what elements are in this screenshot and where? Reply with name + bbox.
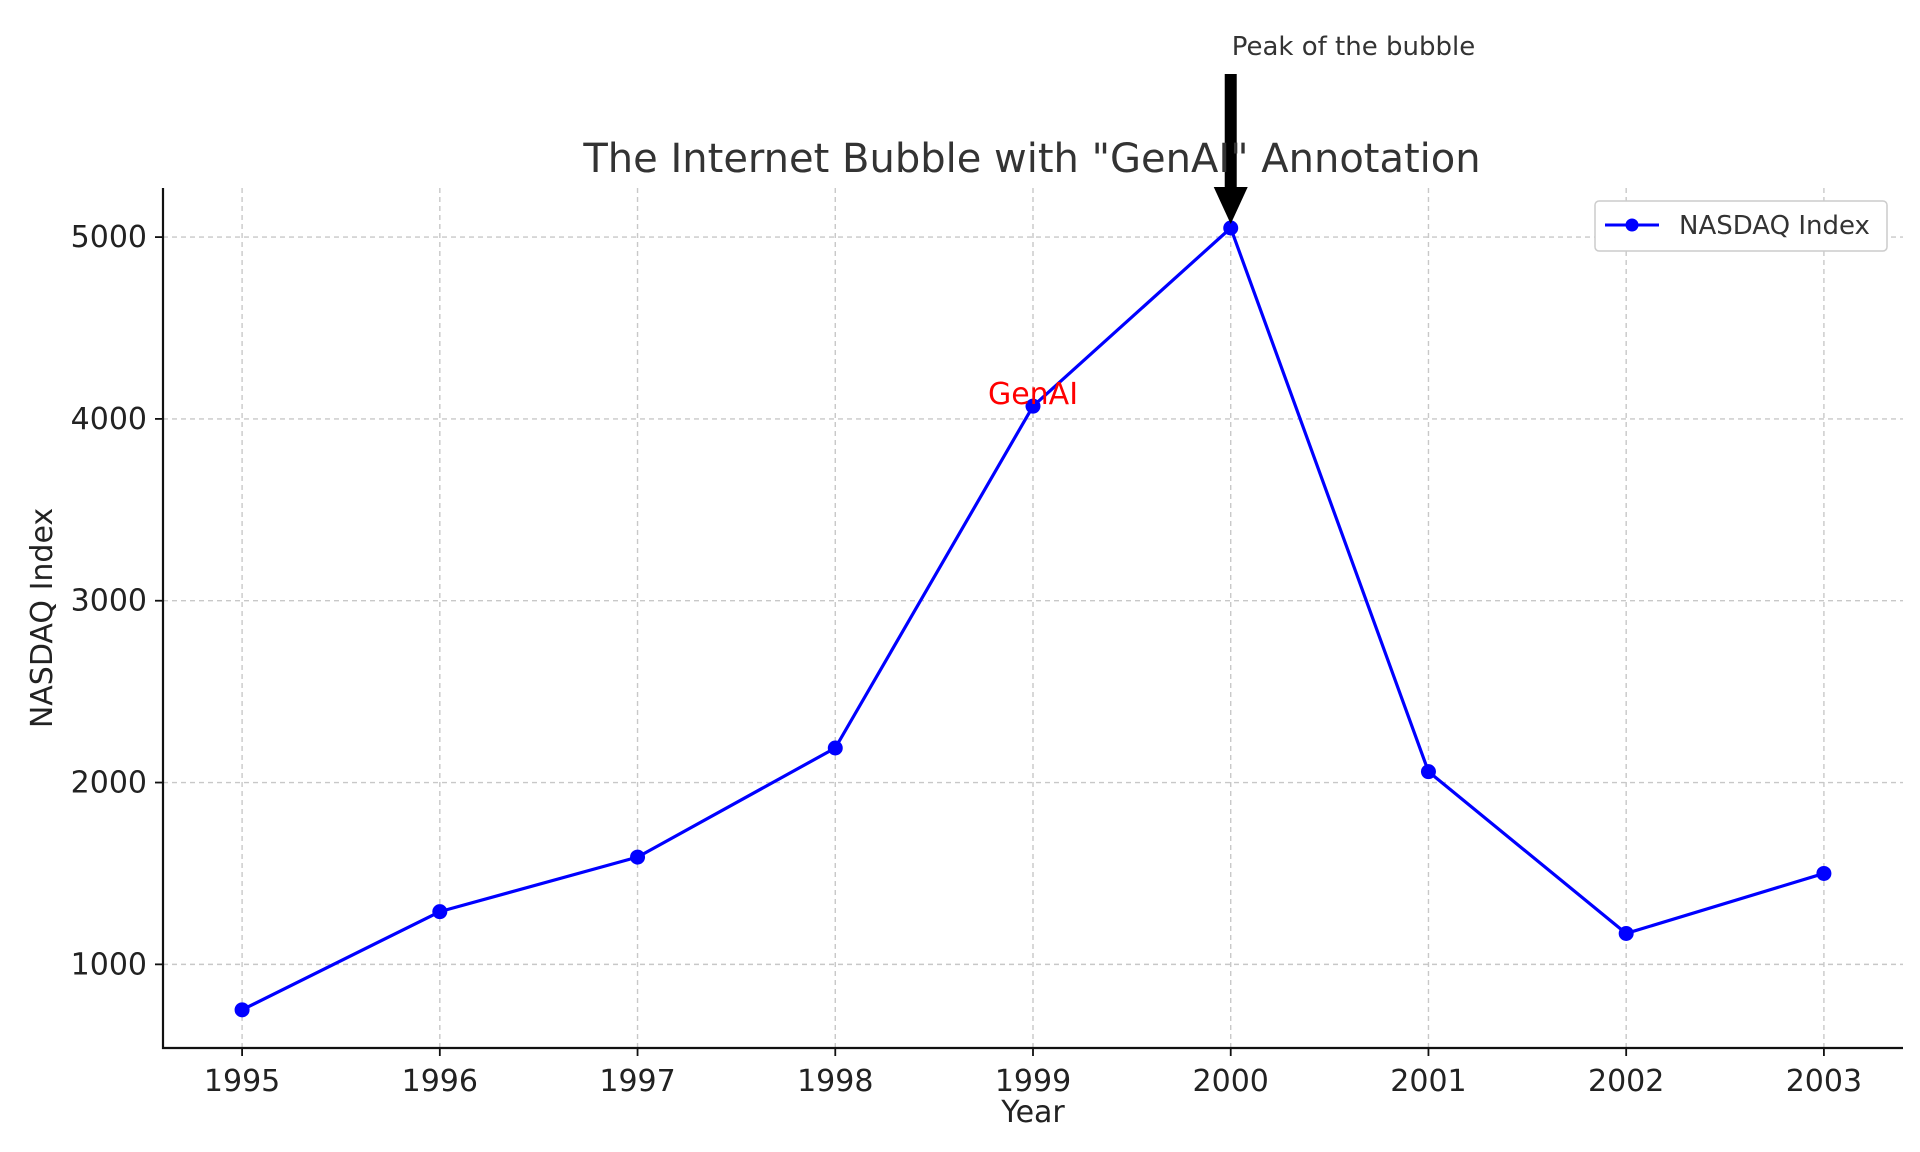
- x-axis-title: Year: [1000, 1095, 1065, 1130]
- data-point: [827, 740, 843, 756]
- y-tick-label: 4000: [71, 402, 147, 437]
- legend-label: NASDAQ Index: [1679, 211, 1870, 241]
- x-tick-label: 1997: [599, 1064, 675, 1099]
- data-point: [630, 849, 646, 865]
- x-tick-label: 2001: [1390, 1064, 1466, 1099]
- y-tick-label: 3000: [71, 584, 147, 619]
- annotation-peak-label: Peak of the bubble: [1232, 32, 1475, 62]
- data-point: [1420, 764, 1436, 780]
- y-tick-label: 2000: [71, 766, 147, 801]
- chart-title: The Internet Bubble with "GenAI" Annotat…: [582, 136, 1480, 182]
- series-layer: [234, 220, 1832, 1018]
- x-tick-label: 2002: [1588, 1064, 1664, 1099]
- y-tick-label: 5000: [71, 220, 147, 255]
- x-tick-label: 1996: [402, 1064, 478, 1099]
- x-tick-label: 2003: [1786, 1064, 1862, 1099]
- data-point: [234, 1002, 250, 1018]
- x-tick-label: 1999: [995, 1064, 1071, 1099]
- data-point: [432, 904, 448, 920]
- axis-spine: [161, 188, 1903, 1050]
- legend-marker-icon: [1625, 218, 1639, 232]
- data-point: [1223, 220, 1239, 236]
- annotation-arrow-shaft: [1224, 74, 1237, 189]
- legend-box: [1594, 200, 1888, 252]
- annotation-arrow-head-icon: [1213, 187, 1248, 224]
- y-tick-label: 1000: [71, 947, 147, 982]
- x-tick-label: 1995: [204, 1064, 280, 1099]
- x-tick-label: 1998: [797, 1064, 873, 1099]
- legend: NASDAQ Index: [1594, 200, 1888, 252]
- data-point: [1816, 865, 1832, 881]
- axes-layer: 1995 1996 1997 1998 1999 2000 2001 2002 2003 1000…: [71, 188, 1903, 1099]
- annotation-genai-label: GenAI: [988, 377, 1078, 412]
- annotation-layer: Peak of the bubble GenAI: [988, 32, 1475, 412]
- data-point: [1025, 398, 1041, 414]
- x-tick-label: 2000: [1193, 1064, 1269, 1099]
- y-axis-title: NASDAQ Index: [25, 508, 60, 728]
- data-point: [1618, 925, 1634, 941]
